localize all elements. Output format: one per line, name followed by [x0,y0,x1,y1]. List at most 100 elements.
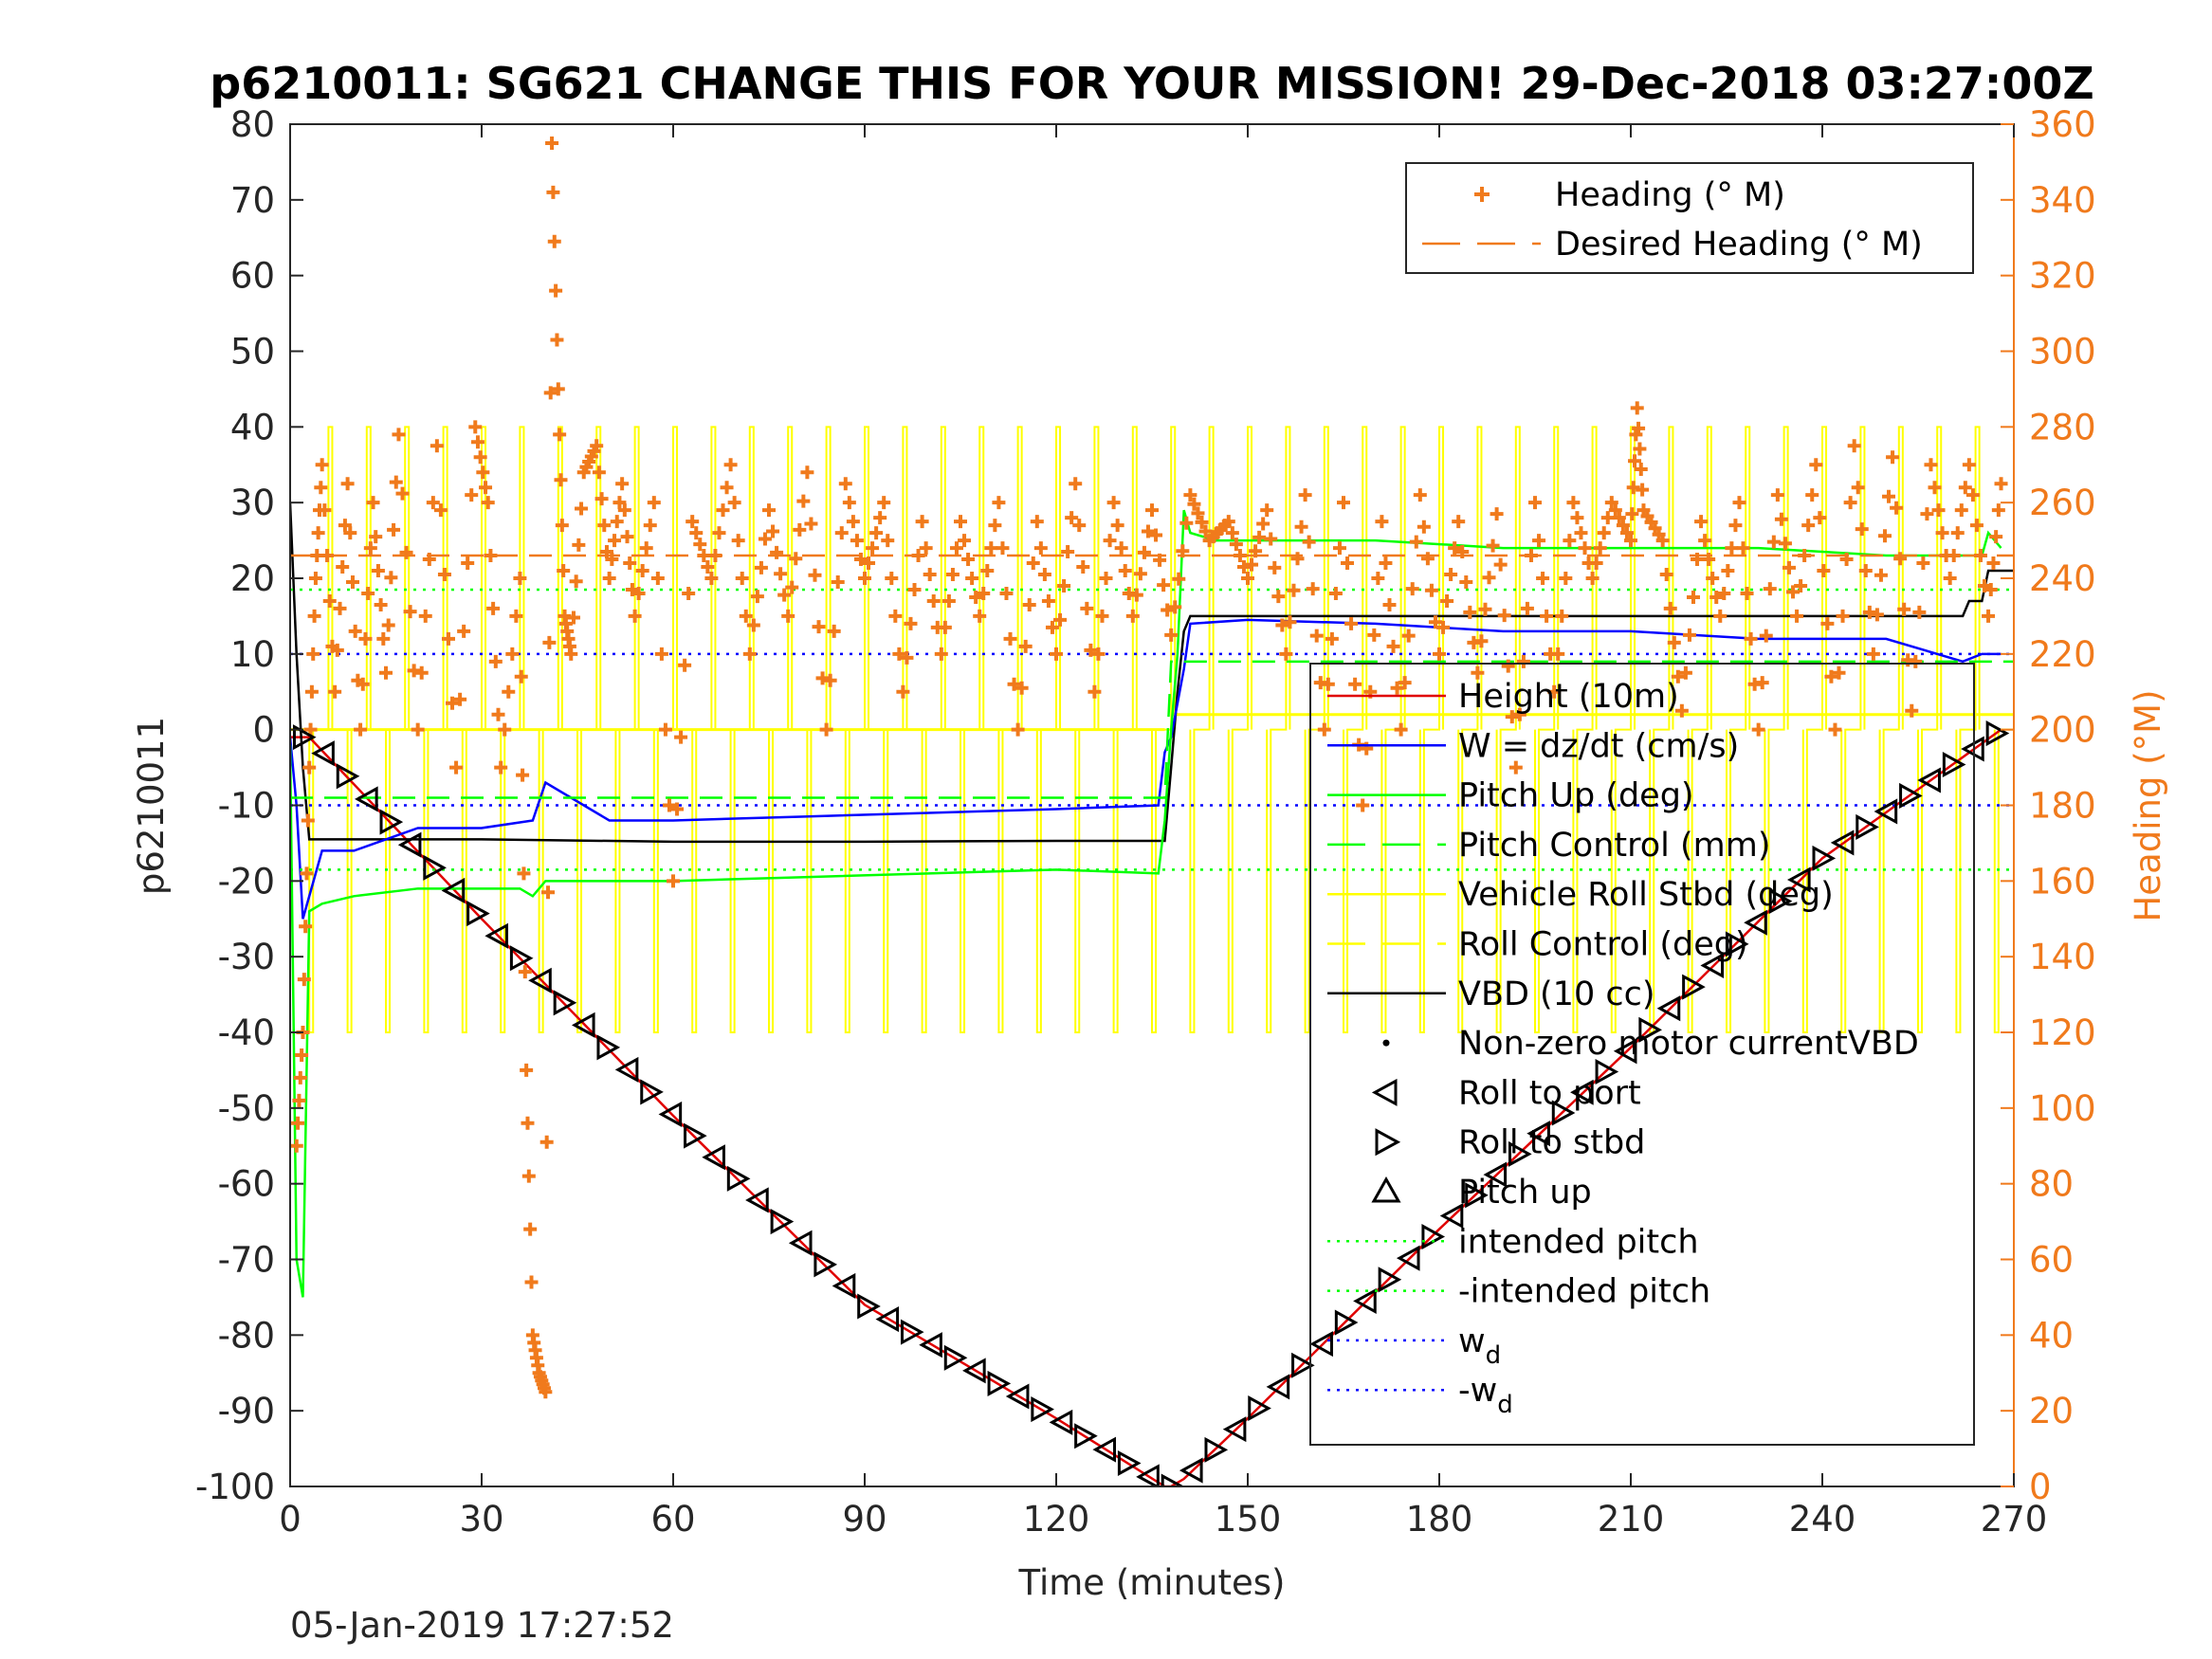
roll-control-pulse [1227,426,1253,1033]
series-heading-m-point [1886,450,1900,465]
series-height-10m [290,728,2002,1486]
roll-to-port-marker [1136,1464,1160,1486]
series-heading-m-point [1007,677,1021,691]
series-heading-m-point [546,185,560,199]
series-heading-m-point [1626,481,1640,495]
y2-tick-label: 40 [2029,1315,2074,1356]
series-heading-m-point [320,549,335,563]
series-heading-m-point [1508,760,1523,775]
roll-to-port-marker [1786,866,1811,893]
x-tick-label: 30 [459,1499,503,1540]
roll-control-pulse [1726,426,1751,1033]
series-heading-m-point [1832,665,1846,680]
series-heading-m-point [1874,568,1888,582]
y-tick-label: 10 [230,634,275,675]
series-heading-m-point [1678,665,1692,680]
series-heading-m-point [1931,503,1946,518]
series-heading-m-point [1862,605,1876,619]
series-heading-m-point [590,439,604,453]
series-heading-m-point [1836,609,1850,623]
series-heading-m-point [513,572,527,585]
series-heading-m-point [374,597,388,611]
series-heading-m-point [379,665,393,680]
series-heading-m-point [888,609,903,623]
series-heading-m-point [1344,616,1359,630]
roll-to-stbd-marker [1551,1100,1576,1126]
series-heading-m-point [376,631,391,646]
series-heading-m-point [1030,515,1044,529]
series-heading-m-point [1088,684,1102,699]
series-heading-m-point [1630,401,1644,415]
roll-control-pulse [1495,426,1521,1033]
roll-to-port-marker [1309,1331,1333,1358]
series-heading-m-point [479,481,493,495]
series-heading-m-point [542,635,557,649]
series-heading-m-point [1570,511,1584,525]
series-heading-m-point [988,519,1002,533]
series-heading-m-point [539,1135,554,1149]
series-heading-m-point [1574,526,1588,540]
chart-title: p6210011: SG621 CHANGE THIS FOR YOUR MIS… [210,58,2093,109]
series-heading-m-point [1157,578,1171,592]
series-heading-m-point [1870,608,1884,622]
series-heading-m-point [426,496,440,510]
series-heading-m-point [1897,602,1911,616]
roll-to-port-marker [614,1056,639,1083]
roll-to-port-marker [702,1144,725,1171]
series-heading-m-point [881,534,895,548]
series-heading-m-point [635,564,649,578]
series-heading-m-point [853,553,868,567]
series-heading-m-point [774,567,788,581]
series-heading-m-point [1547,684,1562,699]
series-heading-m-point [549,283,563,298]
roll-control-pulse [1418,426,1445,1033]
series-heading-m-point [1463,605,1477,619]
roll-to-stbd-marker [1856,813,1879,840]
series-heading-m-point [1655,534,1670,548]
series-heading-m-point [554,473,568,487]
y-tick-label: -80 [218,1315,275,1356]
roll-to-stbd-marker [596,1034,621,1061]
roll-to-port-marker [1526,1121,1550,1147]
series-heading-m-point [754,560,768,574]
y2-tick-label: 320 [2029,256,2096,297]
legend-label: Pitch Control (mm) [1458,827,1770,865]
series-heading-m-point [608,534,622,548]
series-heading-m-point [1916,556,1930,571]
series-heading-m-point [1855,522,1869,537]
series-heading-m-point [1686,590,1700,604]
series-heading-m-point [1694,515,1709,529]
series-heading-m-point [403,605,417,619]
series-heading-m-point [1634,463,1648,477]
roll-to-port-marker [1744,909,1767,936]
series-heading-m-point [488,654,503,668]
series-heading-m-point [785,580,799,594]
series-heading-m-point [1612,511,1626,525]
series-heading-m-point [1728,519,1743,533]
series-heading-m-point [414,665,429,680]
series-heading-m-point [1474,634,1489,648]
roll-control-pulse [1380,426,1406,1033]
roll-to-port-marker [355,786,378,812]
series-heading-m-point [731,534,745,548]
series-heading-m-point [804,517,818,531]
legend-label: Roll to stbd [1458,1124,1645,1162]
roll-to-stbd-marker [1117,1449,1142,1477]
series-heading-m-point [293,1070,307,1085]
series-heading-m-point [796,494,811,508]
series-heading-m-point [697,549,711,563]
roll-to-port-marker [832,1272,856,1299]
roll-to-port-marker [528,967,552,994]
series-heading-m-point [308,572,322,585]
series-heading-m-point [984,541,998,556]
series-heading-m-point [831,574,845,589]
series-heading-m-point [1195,515,1209,529]
series-vbd-10-cc [290,502,2014,844]
series-heading-m-point [1958,481,1972,495]
series-heading-m-point [1624,534,1637,548]
series-heading-m-point [723,458,738,472]
series-heading-m-point [858,572,871,585]
roll-to-stbd-marker [336,763,360,790]
series-heading-m-point [557,564,571,578]
series-heading-m-point [311,526,325,540]
